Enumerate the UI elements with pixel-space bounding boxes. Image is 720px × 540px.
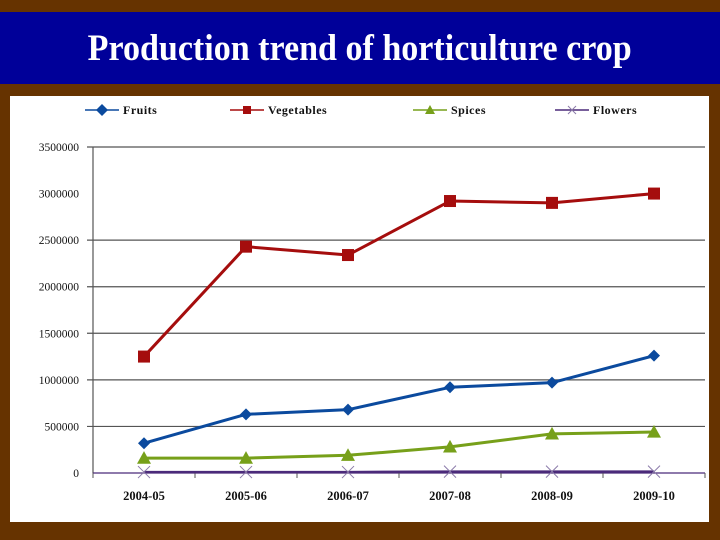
series-line: [143, 354, 655, 445]
y-tick-label: 1500000: [39, 328, 80, 340]
square-marker: [444, 195, 456, 208]
diamond-marker: [342, 403, 354, 416]
legend-label: Fruits: [123, 103, 157, 117]
triangle-marker: [341, 448, 355, 461]
diamond-marker: [138, 437, 150, 450]
y-tick-label: 3500000: [39, 142, 80, 154]
triangle-marker: [545, 426, 559, 440]
x-marker: [545, 465, 559, 478]
triangle-marker: [425, 105, 435, 114]
chart-legend: Fruits Vegetables Spices Flowers: [85, 103, 637, 117]
x-tick-label: 2008-09: [531, 489, 573, 503]
title-bar: Production trend of horticulture crop: [0, 12, 720, 84]
legend-item-fruits: Fruits: [85, 103, 157, 117]
square-marker: [243, 106, 251, 114]
triangle-marker: [647, 425, 661, 438]
legend-label: Vegetables: [268, 103, 327, 117]
x-tick-label: 2006-07: [327, 489, 369, 503]
legend-item-flowers: Flowers: [555, 103, 637, 117]
y-tick-label: 1000000: [39, 375, 80, 387]
line-chart: Fruits Vegetables Spices Flowers 0 500000 100…: [39, 103, 706, 503]
series-flowers: [137, 465, 661, 479]
square-marker: [240, 240, 252, 253]
y-tick-label: 2500000: [39, 235, 80, 247]
triangle-marker: [443, 439, 457, 453]
x-marker: [443, 465, 457, 478]
diamond-marker: [648, 349, 660, 362]
legend-item-spices: Spices: [413, 103, 486, 117]
series-line: [142, 192, 655, 358]
x-axis-tick-labels: 2004-05 2005-06 2006-07 2007-08 2008-09 2009-…: [123, 489, 675, 503]
y-tick-label: 2000000: [39, 282, 80, 294]
chart-series: [137, 187, 661, 479]
y-tick-label: 3000000: [39, 189, 80, 201]
legend-label: Flowers: [593, 103, 637, 117]
triangle-marker: [239, 451, 253, 464]
diamond-marker: [444, 381, 456, 394]
y-tick-label: 500000: [45, 421, 80, 433]
x-tick-label: 2009-10: [633, 489, 675, 503]
series-spices: [137, 425, 661, 464]
legend-label: Spices: [451, 103, 486, 117]
x-tick-label: 2007-08: [429, 489, 471, 503]
square-marker: [546, 196, 558, 209]
y-tick-label: 0: [73, 468, 79, 480]
square-marker: [138, 350, 150, 363]
chart-panel: Fruits Vegetables Spices Flowers 0 500000 100…: [10, 96, 709, 522]
x-marker: [137, 465, 151, 479]
x-marker: [239, 465, 253, 479]
x-marker: [567, 105, 577, 115]
x-marker: [341, 465, 355, 479]
square-marker: [342, 249, 354, 262]
chart-gridlines: [87, 146, 705, 428]
diamond-marker: [240, 408, 252, 421]
x-tick-label: 2004-05: [123, 489, 165, 503]
y-axis-tick-labels: 0 500000 1000000 1500000 2000000 2500000 30000…: [39, 142, 80, 480]
triangle-marker: [137, 451, 151, 464]
square-marker: [648, 187, 660, 200]
x-tick-label: 2005-06: [225, 489, 267, 503]
slide-title: Production trend of horticulture crop: [87, 27, 632, 69]
series-line: [144, 430, 655, 460]
diamond-marker: [546, 376, 558, 389]
legend-item-vegetables: Vegetables: [230, 103, 327, 117]
series-vegetables: [138, 187, 660, 363]
x-marker: [647, 465, 661, 478]
diamond-marker: [96, 104, 108, 116]
series-fruits: [138, 349, 660, 450]
